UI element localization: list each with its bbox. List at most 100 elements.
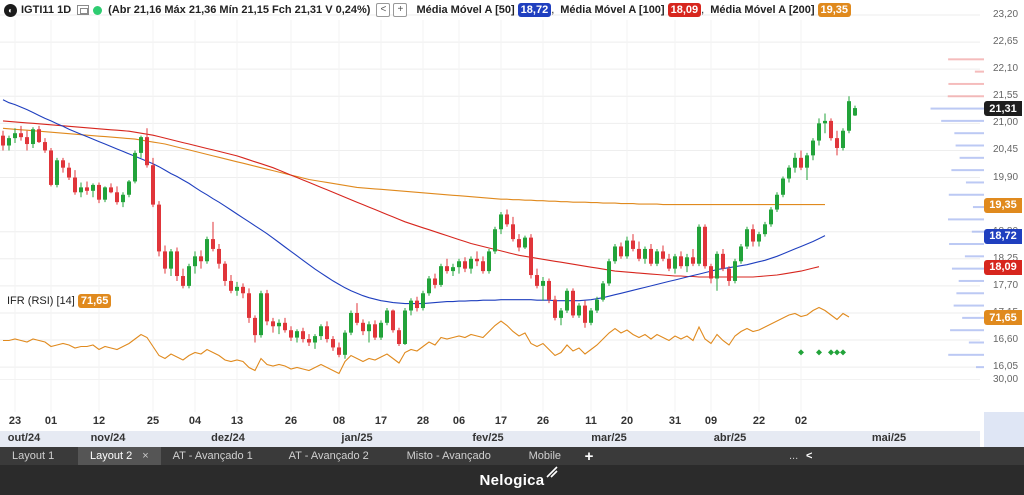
price-tick-label: 21,00 [993, 117, 1019, 129]
candle-body [631, 240, 635, 249]
candle-body [235, 286, 239, 291]
tab-label: Mobile [528, 450, 562, 462]
candle-body [583, 305, 587, 323]
tab-layout-1[interactable]: Layout 1 [0, 447, 78, 465]
legend-separator: , [551, 4, 555, 16]
candle-body [439, 266, 443, 285]
date-axis-months[interactable]: out/24 nov/24 dez/24 jan/25 fev/25 mar/25 abr/… [0, 431, 980, 447]
candle-body [355, 312, 359, 323]
price-tick-label: 22,10 [993, 63, 1019, 75]
ma200-value-badge: 19,35 [817, 3, 852, 17]
volume-profile-bar [949, 243, 984, 246]
asset-logo-icon: ◐ [4, 3, 17, 17]
add-tab-button[interactable]: + [584, 447, 594, 465]
rsi-label-text: IFR (RSI) [14] [7, 295, 75, 307]
candle-body [469, 258, 473, 269]
date-tick-label: 20 [620, 415, 634, 427]
candle-body [37, 129, 41, 143]
candle-body [721, 253, 725, 269]
status-dot-icon [93, 5, 103, 15]
volume-profile-bar [959, 156, 984, 159]
add-indicator-button[interactable]: + [393, 3, 408, 17]
candle-body [607, 261, 611, 284]
date-tick-label: 06 [452, 415, 466, 427]
rsi-legend[interactable]: IFR (RSI) [14] 71,65 [7, 294, 112, 308]
candle-body [709, 266, 713, 279]
candle-body [715, 253, 719, 279]
price-tick-label: 21,55 [993, 90, 1019, 102]
candle-body [145, 137, 149, 166]
volume-profile-bar [954, 132, 984, 135]
month-label: abr/25 [713, 432, 747, 444]
candle-body [295, 331, 299, 338]
ma50-label[interactable]: Média Móvel A [50] [416, 4, 515, 16]
date-tick-label: 22 [752, 415, 766, 427]
candle-body [343, 332, 347, 355]
candle-body [613, 246, 617, 262]
candle-body [175, 251, 179, 277]
candle-body [367, 324, 371, 332]
candle-body [661, 251, 665, 259]
tab-at-avan-ado-2[interactable]: AT - Avançado 2 [277, 447, 395, 465]
price-tick-label: 22,65 [993, 36, 1019, 48]
tab-at-avan-ado-1[interactable]: AT - Avançado 1 [161, 447, 277, 465]
candle-body [19, 133, 23, 138]
collapse-legend-button[interactable]: < [376, 3, 391, 17]
month-label: fev/25 [472, 432, 504, 444]
brand-mark-icon [546, 465, 559, 478]
candle-body [517, 239, 521, 248]
date-axis-days[interactable]: 23 01 12 25 04 13 26 08 17 28 06 17 26 11 20 31 09 22 02 [0, 415, 980, 431]
volume-profile-bar [971, 230, 984, 233]
candle-body [271, 321, 275, 327]
candle-body [541, 280, 545, 286]
ohlc-readout: (Abr 21,16 Máx 21,36 Mín 21,15 Fch 21,31… [108, 4, 371, 16]
candle-body [205, 239, 209, 262]
candle-body [547, 280, 551, 300]
candle-body [211, 239, 215, 249]
chart-canvas[interactable] [0, 0, 1024, 447]
date-tick-label: 01 [44, 415, 58, 427]
candle-body [241, 286, 245, 294]
close-tab-icon[interactable]: × [142, 450, 149, 462]
volume-profile-bar [948, 82, 984, 85]
candle-body [835, 138, 839, 148]
candle-body [523, 237, 527, 248]
tabs-overflow-button[interactable]: ... [789, 450, 799, 462]
candle-body [265, 293, 269, 322]
candle-body [79, 187, 83, 193]
volume-profile-bar [948, 353, 984, 356]
price-tick-label: 20,45 [993, 144, 1019, 156]
candle-body [421, 293, 425, 309]
candle-body [55, 160, 59, 185]
candle-body [187, 266, 191, 286]
candle-body [307, 339, 311, 343]
candle-body [31, 129, 35, 145]
tab-mobile[interactable]: Mobile [517, 447, 575, 465]
candle-body [829, 120, 833, 139]
price-tick-label: 16,05 [993, 361, 1019, 373]
candle-body [727, 268, 731, 281]
candle-body [169, 251, 173, 269]
ma200-label[interactable]: Média Móvel A [200] [710, 4, 815, 16]
ma100-label[interactable]: Média Móvel A [100] [560, 4, 665, 16]
candle-body [73, 177, 77, 193]
candle-body [637, 248, 641, 259]
candle-body [49, 150, 53, 185]
candle-body [91, 184, 95, 191]
candle-body [289, 330, 293, 338]
symbol-label[interactable]: IGTI11 1D [21, 4, 72, 16]
rsi-line [3, 306, 850, 375]
candle-body [397, 330, 401, 344]
tab-layout-2[interactable]: Layout 2 × [78, 447, 161, 465]
signal-diamond-icon [828, 349, 834, 356]
tab-misto-avan-ado[interactable]: Misto - Avançado [395, 447, 517, 465]
window-icon[interactable] [77, 5, 90, 15]
candle-body [25, 137, 29, 145]
candle-body [331, 339, 335, 348]
month-label: mai/25 [871, 432, 907, 444]
candle-body [373, 324, 377, 338]
candle-body [103, 187, 107, 200]
candle-body [841, 130, 845, 148]
chevron-left-icon[interactable]: < [806, 450, 813, 462]
candle-body [679, 256, 683, 267]
